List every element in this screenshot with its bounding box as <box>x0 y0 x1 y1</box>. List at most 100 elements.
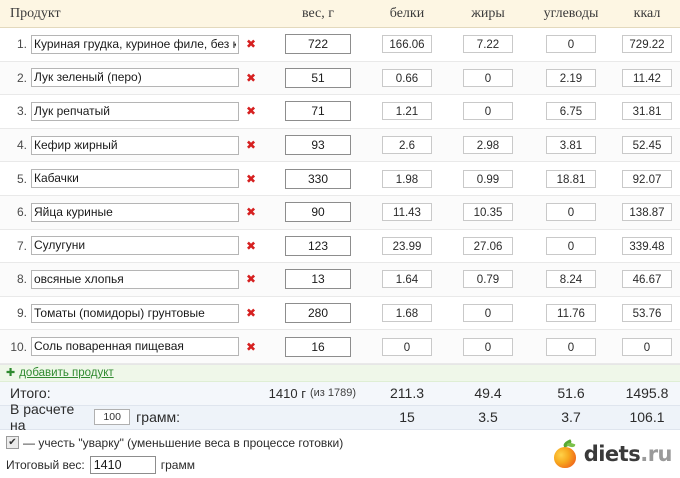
totals-row: Итого: 1410 г (из 1789) 211.3 49.4 51.6 … <box>0 381 680 406</box>
protein-value: 2.6 <box>382 136 432 155</box>
row-index: 5. <box>16 171 27 186</box>
per-portion-input[interactable] <box>94 409 131 426</box>
table-row: 9. ✖ 1.68 0 11.76 53.76 <box>0 297 680 331</box>
row-weight-cell <box>270 168 366 189</box>
row-carbs-cell: 0 <box>528 203 614 222</box>
final-weight-row: Итоговый вес: грамм <box>6 455 680 474</box>
delete-row-icon[interactable]: ✖ <box>246 37 257 52</box>
logo-name: diets <box>583 441 641 466</box>
logo-tld: ru <box>647 441 673 466</box>
totals-weight: 1410 г (из 1789) <box>180 386 366 401</box>
per-portion-fat: 3.5 <box>478 409 498 426</box>
row-weight-cell <box>270 235 366 256</box>
carbs-value: 0 <box>546 203 596 222</box>
weight-input[interactable] <box>285 67 351 88</box>
delete-row-icon[interactable]: ✖ <box>246 70 257 85</box>
protein-value: 1.64 <box>382 270 432 289</box>
row-protein-cell: 1.68 <box>366 304 448 323</box>
weight-input[interactable] <box>285 269 351 290</box>
row-fat-cell: 0 <box>448 337 528 356</box>
shrinkage-option: ✔ — учесть "уварку" (уменьшение веса в п… <box>6 436 680 450</box>
row-weight-cell <box>270 34 366 55</box>
table-row: 10. ✖ 0 0 0 0 <box>0 330 680 364</box>
row-fat-cell: 27.06 <box>448 236 528 255</box>
logo-text: diets.ru <box>583 441 673 466</box>
kcal-value: 31.81 <box>622 102 672 121</box>
delete-row-icon[interactable]: ✖ <box>246 205 257 220</box>
kcal-value: 138.87 <box>622 203 672 222</box>
product-name-input[interactable] <box>31 269 239 289</box>
product-name-input[interactable] <box>31 337 239 357</box>
fat-value: 7.22 <box>463 35 513 54</box>
delete-row-icon[interactable]: ✖ <box>246 104 257 119</box>
product-name-input[interactable] <box>31 202 239 222</box>
protein-value: 11.43 <box>382 203 432 222</box>
row-kcal-cell: 729.22 <box>614 35 680 54</box>
weight-input[interactable] <box>285 135 351 156</box>
product-name-input[interactable] <box>31 135 239 155</box>
carbs-value: 8.24 <box>546 270 596 289</box>
row-weight-cell <box>270 303 366 324</box>
product-name-input[interactable] <box>31 303 239 323</box>
row-protein-cell: 1.98 <box>366 169 448 188</box>
product-name-input[interactable] <box>31 236 239 256</box>
add-product-bar[interactable]: ✚ добавить продукт <box>0 364 680 382</box>
apple-body-icon <box>553 447 576 468</box>
weight-input[interactable] <box>285 168 351 189</box>
fat-value: 0 <box>463 337 513 356</box>
table-row: 3. ✖ 1.21 0 6.75 31.81 <box>0 95 680 129</box>
weight-input[interactable] <box>285 202 351 223</box>
kcal-value: 53.76 <box>622 304 672 323</box>
weight-input[interactable] <box>285 101 351 122</box>
add-product-link[interactable]: добавить продукт <box>19 366 114 379</box>
totals-weight-main: 1410 г <box>268 385 306 401</box>
protein-value: 1.21 <box>382 102 432 121</box>
row-protein-cell: 0.66 <box>366 68 448 87</box>
delete-row-icon[interactable]: ✖ <box>246 306 257 321</box>
delete-row-icon[interactable]: ✖ <box>246 238 257 253</box>
row-carbs-cell: 6.75 <box>528 102 614 121</box>
row-kcal-cell: 46.67 <box>614 270 680 289</box>
bottom-controls: ✔ — учесть "уварку" (уменьшение веса в п… <box>0 430 680 474</box>
fat-value: 0 <box>463 304 513 323</box>
weight-input[interactable] <box>285 336 351 357</box>
weight-input[interactable] <box>285 34 351 55</box>
apple-icon <box>552 439 578 468</box>
delete-row-icon[interactable]: ✖ <box>246 339 257 354</box>
row-kcal-cell: 138.87 <box>614 203 680 222</box>
carbs-value: 0 <box>546 337 596 356</box>
table-row: 5. ✖ 1.98 0.99 18.81 92.07 <box>0 162 680 196</box>
final-weight-label: Итоговый вес: <box>6 457 85 472</box>
row-index: 8. <box>16 272 27 287</box>
shrinkage-checkbox[interactable]: ✔ <box>6 436 19 450</box>
row-carbs-cell: 2.19 <box>528 68 614 87</box>
row-fat-cell: 10.35 <box>448 203 528 222</box>
product-name-input[interactable] <box>31 34 239 54</box>
weight-input[interactable] <box>285 303 351 324</box>
row-protein-cell: 166.06 <box>366 35 448 54</box>
per-portion-carbs: 3.7 <box>561 409 581 426</box>
weight-input[interactable] <box>285 235 351 256</box>
row-protein-cell: 2.6 <box>366 136 448 155</box>
kcal-value: 11.42 <box>622 68 672 87</box>
delete-row-icon[interactable]: ✖ <box>246 138 257 153</box>
table-row: 4. ✖ 2.6 2.98 3.81 52.45 <box>0 128 680 163</box>
final-weight-input[interactable] <box>89 455 156 474</box>
diets-ru-logo: diets.ru <box>552 439 673 468</box>
per-portion-prefix: В расчете на <box>10 401 75 434</box>
product-name-input[interactable] <box>31 68 239 88</box>
per-portion-protein: 15 <box>399 409 415 426</box>
product-name-input[interactable] <box>31 101 239 121</box>
protein-value: 166.06 <box>382 35 432 54</box>
delete-row-icon[interactable]: ✖ <box>246 171 257 186</box>
carbs-value: 3.81 <box>546 136 596 155</box>
product-name-input[interactable] <box>31 169 239 189</box>
row-weight-cell <box>270 269 366 290</box>
column-header-product: Продукт <box>10 5 61 21</box>
row-product-cell: 6. ✖ <box>0 202 270 222</box>
row-index: 6. <box>16 205 27 220</box>
row-fat-cell: 0 <box>448 304 528 323</box>
row-carbs-cell: 8.24 <box>528 270 614 289</box>
row-product-cell: 1. ✖ <box>0 34 270 54</box>
delete-row-icon[interactable]: ✖ <box>246 272 257 287</box>
